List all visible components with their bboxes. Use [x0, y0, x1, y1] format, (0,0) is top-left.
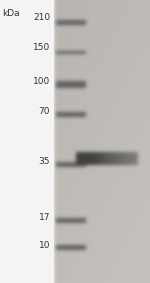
- Text: 210: 210: [33, 14, 50, 23]
- Text: 70: 70: [39, 108, 50, 117]
- Text: 17: 17: [39, 213, 50, 222]
- Text: 150: 150: [33, 44, 50, 53]
- Text: 10: 10: [39, 241, 50, 250]
- Text: kDa: kDa: [2, 10, 20, 18]
- Text: 35: 35: [39, 158, 50, 166]
- Text: 100: 100: [33, 78, 50, 87]
